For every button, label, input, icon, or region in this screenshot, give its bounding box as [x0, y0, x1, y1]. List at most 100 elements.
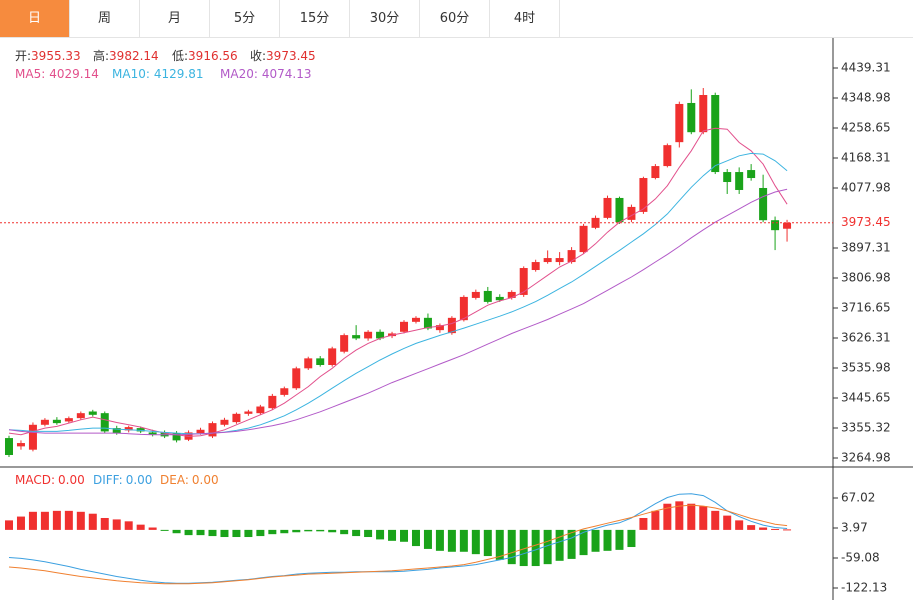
macd-bar: [507, 529, 516, 565]
candle-body: [64, 418, 73, 422]
candle-body: [376, 331, 385, 339]
indicator-line: [8, 152, 788, 435]
candle-body: [208, 423, 217, 437]
y-tick-label: 67.02: [841, 490, 875, 504]
macd-bar: [136, 524, 145, 530]
period-tab[interactable]: 日: [0, 0, 70, 38]
candle-body: [400, 321, 409, 332]
ma-value: 4074.13: [262, 67, 312, 81]
candle-body: [555, 258, 564, 263]
candle-body: [735, 172, 744, 190]
ohlc-label: 收:3973.45: [250, 49, 316, 63]
candle-body: [40, 419, 49, 425]
macd-bar: [340, 529, 349, 535]
macd-bar: [160, 529, 169, 531]
y-tick-label: 3716.65: [841, 300, 891, 314]
period-tab[interactable]: 周: [70, 0, 140, 38]
ohlc-name: 收:: [250, 49, 266, 63]
y-tick-label: -59.08: [841, 550, 880, 564]
macd-bar: [376, 529, 385, 540]
y-tick-label: 4258.65: [841, 120, 891, 134]
candle-body: [783, 222, 792, 229]
macd-bar: [40, 511, 49, 530]
candle-body: [435, 325, 444, 331]
candle-body: [711, 94, 720, 173]
macd-bar: [76, 511, 85, 530]
candle-body: [136, 428, 145, 432]
macd-bar: [124, 521, 133, 530]
last-price-box: [834, 213, 890, 232]
y-tick-label: 3626.31: [841, 330, 891, 344]
period-tab[interactable]: 30分: [350, 0, 420, 38]
ohlc-name: 开:: [15, 49, 31, 63]
candle-body: [519, 268, 528, 295]
macd-bar: [783, 529, 792, 531]
y-tick-label: 3264.98: [841, 450, 891, 464]
candle-body: [196, 429, 205, 434]
macd-legend: MACD: 0.00: [15, 473, 85, 487]
macd-bar: [328, 529, 337, 533]
macd-bar: [388, 529, 397, 541]
candle-body: [771, 220, 780, 231]
macd-bar: [184, 529, 193, 536]
period-tab[interactable]: 月: [140, 0, 210, 38]
macd-bar: [64, 510, 73, 530]
candle-body: [543, 258, 552, 263]
period-tab[interactable]: 60分: [420, 0, 490, 38]
candle-body: [579, 225, 588, 253]
macd-bar: [16, 516, 25, 530]
y-tick-label: 3355.32: [841, 420, 891, 434]
macd-bar: [675, 501, 684, 530]
ma-name: MA5:: [15, 67, 45, 81]
last-price-label: 3973.45: [841, 215, 891, 229]
macd-bar: [172, 529, 181, 534]
macd-bar: [423, 529, 432, 549]
candle-body: [459, 296, 468, 321]
candle-body: [88, 411, 97, 415]
ma-legend: MA5: 4029.14: [15, 67, 99, 81]
macd-bar: [400, 529, 409, 542]
ohlc-label: 开:3955.33: [15, 49, 81, 63]
macd-bar: [5, 520, 13, 530]
macd-bar: [435, 529, 444, 551]
candle-body: [627, 206, 636, 220]
macd-bar: [364, 529, 373, 538]
ma-legend: MA10: 4129.81: [112, 67, 204, 81]
ma-legend: MA20: 4074.13: [220, 67, 312, 81]
ma-value: 4029.14: [49, 67, 99, 81]
indicator-line: [8, 493, 788, 584]
ma-name: MA20:: [220, 67, 258, 81]
period-tab[interactable]: 5分: [210, 0, 280, 38]
candle-body: [531, 262, 540, 271]
macd-bar: [663, 503, 672, 530]
ma-name: MA10:: [112, 67, 150, 81]
indicator-line: [8, 188, 788, 436]
candle-body: [675, 103, 684, 143]
ohlc-name: 低:: [172, 49, 188, 63]
y-tick-label: 3535.98: [841, 360, 891, 374]
macd-bar: [268, 529, 277, 535]
ohlc-label: 低:3916.56: [172, 49, 238, 63]
macd-bar: [747, 525, 756, 530]
y-tick-label: 3897.31: [841, 240, 891, 254]
legend-value: 0.00: [58, 473, 85, 487]
candle-body: [256, 406, 265, 414]
period-tab[interactable]: 15分: [280, 0, 350, 38]
macd-bar: [256, 529, 265, 537]
period-tab[interactable]: 4时: [490, 0, 560, 38]
candle-body: [220, 419, 229, 425]
candle-body: [100, 413, 109, 432]
candle-body: [112, 428, 121, 434]
candle-body: [687, 102, 696, 133]
macd-bar: [519, 529, 528, 567]
macd-bar: [411, 529, 420, 547]
candle-body: [280, 388, 289, 395]
candle-body: [124, 427, 133, 431]
macd-bar: [148, 527, 157, 530]
legend-name: MACD:: [15, 473, 55, 487]
ohlc-label: 高:3982.14: [93, 48, 159, 63]
macd-bar: [292, 529, 301, 533]
candle-body: [411, 317, 420, 322]
macd-bar: [52, 510, 61, 530]
candle-body: [423, 317, 432, 329]
